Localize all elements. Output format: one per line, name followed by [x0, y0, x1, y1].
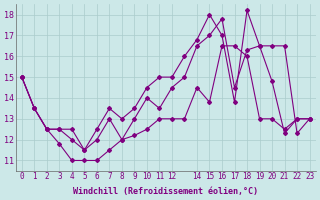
X-axis label: Windchill (Refroidissement éolien,°C): Windchill (Refroidissement éolien,°C)	[73, 187, 258, 196]
